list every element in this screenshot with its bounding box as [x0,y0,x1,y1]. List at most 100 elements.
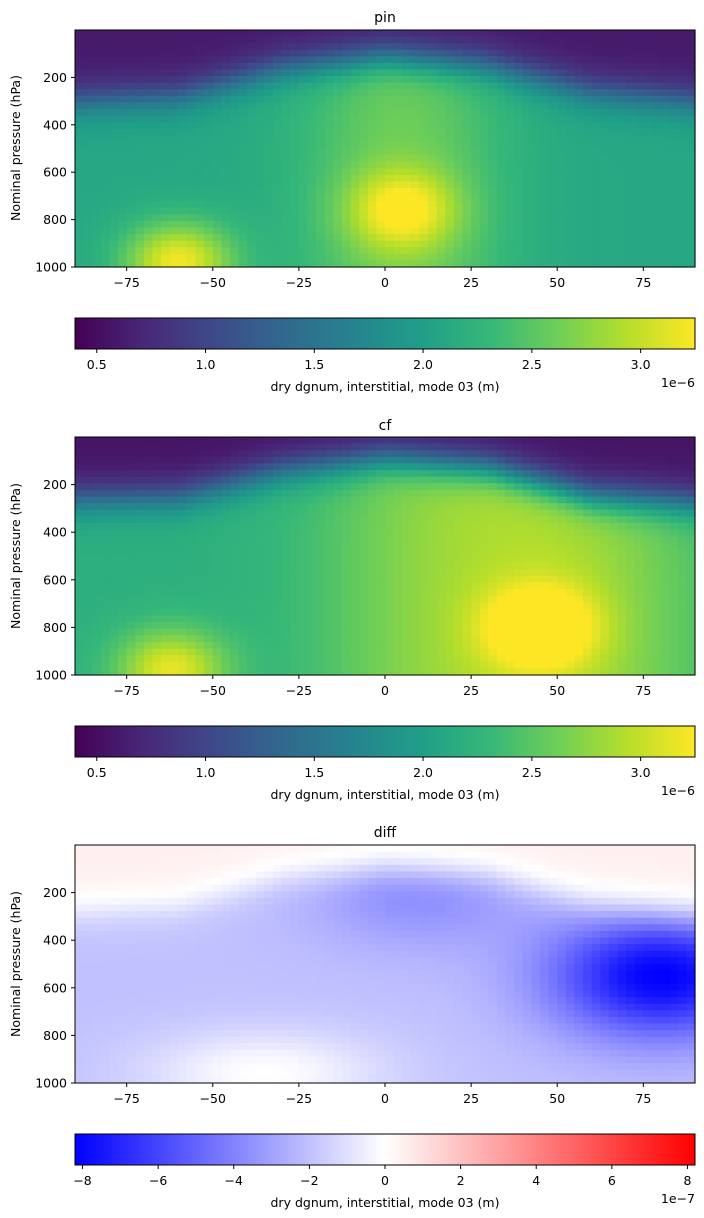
heatmap-cell [428,622,438,630]
heatmap-cell [488,135,498,143]
heatmap-cell [677,622,687,630]
heatmap-cell [453,109,464,117]
heatmap-cell [651,194,662,202]
heatmap-cell [178,82,188,90]
heatmap-cell [238,168,248,176]
heatmap-cell [307,622,317,630]
heatmap-cell [686,95,696,104]
heatmap-cell [651,589,662,597]
heatmap-cell [626,95,636,104]
heatmap-cell [75,69,85,77]
heatmap-cell [669,622,679,630]
heatmap-cell [247,562,257,570]
heatmap-cell [100,648,111,656]
heatmap-cell [143,214,154,222]
heatmap-cell [402,214,412,222]
heatmap-cell [264,227,274,235]
heatmap-cell [531,240,541,248]
heatmap-cell [195,443,205,451]
heatmap-cell [617,522,627,531]
heatmap-cell [221,582,231,590]
heatmap-cell [264,529,274,537]
heatmap-cell [445,463,455,471]
heatmap-cell [393,82,403,90]
heatmap-cell [350,569,360,577]
heatmap-cell [135,595,145,603]
heatmap-cell [385,641,395,650]
heatmap-cell [126,122,136,130]
heatmap-cell [316,522,326,531]
heatmap-cell [359,602,369,610]
heatmap-cell [496,82,507,90]
heatmap-cell [514,102,524,110]
heatmap-cell [367,135,377,143]
heatmap-cell [230,148,240,156]
heatmap-cell [109,76,119,84]
heatmap-cell [316,82,326,90]
heatmap-cell [634,483,644,491]
heatmap-cell [324,95,334,104]
heatmap-cell [359,542,369,550]
heatmap-cell [462,562,472,570]
heatmap-cell [307,648,317,656]
heatmap-cell [643,102,653,110]
heatmap-cell [350,437,360,445]
heatmap-cell [677,155,687,163]
heatmap-cell [634,489,644,498]
heatmap-cell [514,220,524,229]
heatmap-cell [118,260,128,268]
heatmap-cell [419,188,429,196]
heatmap-cell [307,220,317,229]
heatmap-cell [126,503,136,511]
heatmap-cell [152,161,162,169]
heatmap-cell [195,582,205,590]
heatmap-cell [195,43,205,51]
heatmap-cell [290,575,300,584]
heatmap-cell [677,122,687,130]
heatmap-cell [341,69,352,77]
heatmap-cell [178,536,188,544]
heatmap-cell [428,529,438,537]
heatmap-cell [109,89,119,97]
heatmap-cell [247,227,257,235]
heatmap-cell [436,128,446,136]
heatmap-cell [324,181,334,189]
heatmap-cell [626,201,636,209]
heatmap-cell [496,56,507,64]
heatmap-cell [402,522,412,531]
heatmap-cell [135,122,145,130]
heatmap-cell [410,115,421,123]
heatmap-cell [100,128,111,136]
heatmap-cell [359,56,369,64]
heatmap-cell [212,635,222,643]
heatmap-cell [686,582,696,590]
heatmap-cell [118,201,128,209]
heatmap-cell [376,641,386,650]
heatmap-cell [488,628,498,636]
heatmap-cell [290,69,300,77]
heatmap-cell [522,128,532,136]
heatmap-cell [298,648,309,656]
heatmap-cell [178,161,188,169]
heatmap-cell [161,43,171,51]
heatmap-cell [118,575,128,584]
heatmap-cell [677,437,687,445]
heatmap-cell [135,181,145,189]
heatmap-cell [324,109,334,117]
heatmap-cell [591,503,601,511]
heatmap-cell [428,227,438,235]
heatmap-cell [436,82,446,90]
heatmap-cell [350,181,360,189]
heatmap-cell [178,516,188,524]
heatmap-cell [83,450,93,458]
heatmap-cell [505,608,515,617]
heatmap-cell [152,589,162,597]
heatmap-cell [617,536,627,544]
heatmap-cell [471,122,481,130]
heatmap-cell [341,463,352,471]
heatmap-cell [643,135,653,143]
heatmap-cell [152,207,162,215]
heatmap-cell [152,168,162,176]
heatmap-cell [264,109,274,117]
heatmap-cell [178,489,188,498]
